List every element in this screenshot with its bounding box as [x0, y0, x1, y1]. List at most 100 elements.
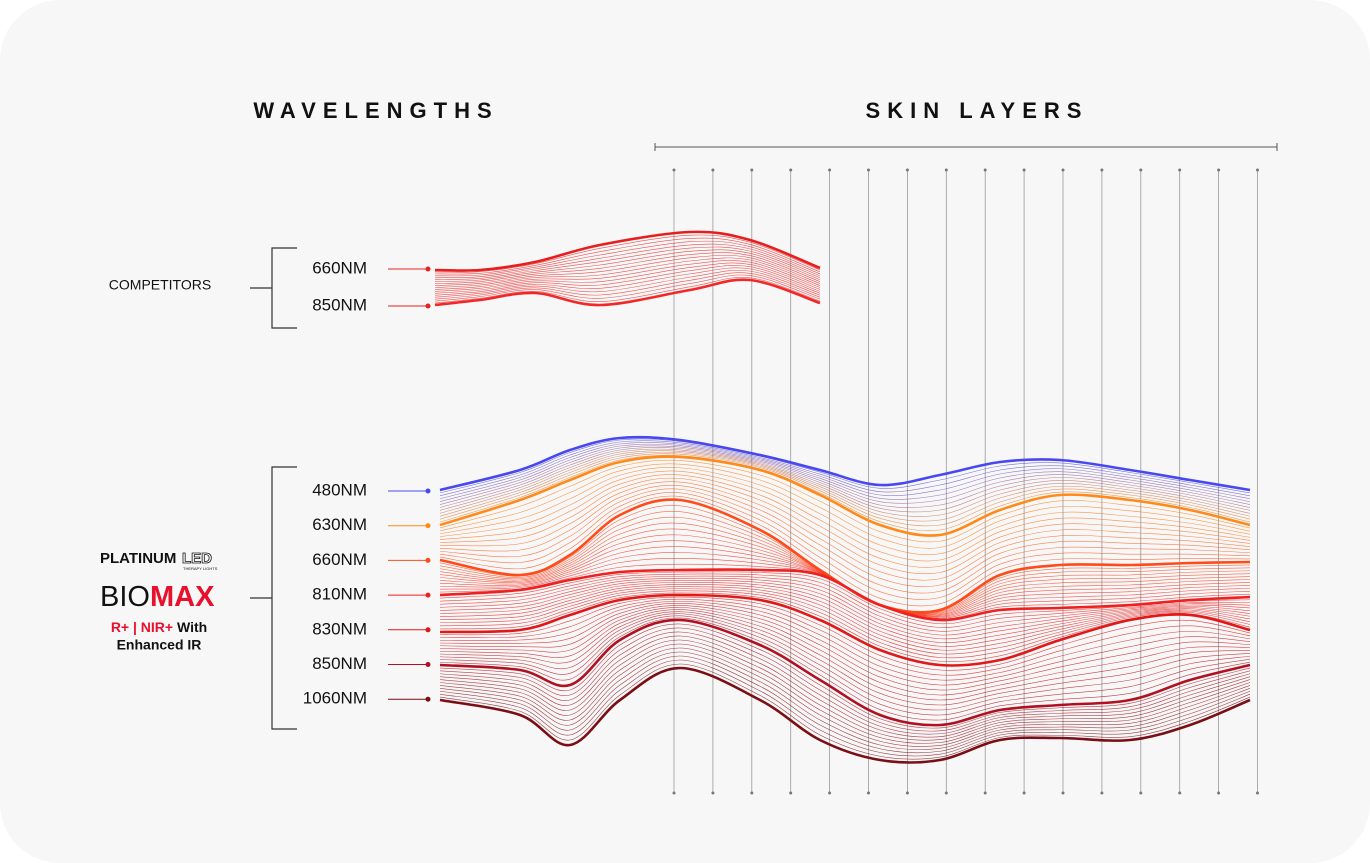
wave-line — [434, 269, 821, 298]
product-a: BIO — [100, 581, 150, 613]
wave-line — [439, 596, 1251, 671]
wave-curve — [434, 278, 821, 307]
wave-line — [439, 647, 1251, 747]
wave-line — [439, 609, 1251, 701]
wave-line — [434, 265, 821, 294]
layer-dot — [711, 168, 715, 172]
wave-line — [434, 262, 821, 292]
wave-line — [439, 655, 1251, 754]
layer-dot — [983, 168, 987, 172]
wavelength-label: 480NM — [312, 480, 367, 499]
features-b: With — [177, 619, 207, 635]
layer-dot — [1217, 168, 1221, 172]
wave-curve — [439, 593, 1251, 667]
wave-curve — [439, 618, 1251, 727]
layer-dot — [1100, 791, 1104, 795]
wavelength-label: 660NM — [312, 550, 367, 569]
brand-mark: LED — [182, 550, 212, 567]
wavelength-dot — [425, 303, 431, 309]
wave-line — [439, 635, 1251, 738]
wave-line — [434, 267, 821, 296]
wave-line — [439, 571, 1251, 625]
wave-line — [434, 237, 821, 275]
wave-line — [439, 605, 1251, 691]
wave-curve — [439, 435, 1251, 492]
wave-line — [439, 639, 1251, 741]
wave-line — [439, 445, 1251, 505]
wave-line — [439, 584, 1251, 647]
wavelength-dot — [425, 488, 431, 494]
wavelength-label: 1060NM — [303, 689, 367, 708]
wave-line — [439, 495, 1251, 607]
wave-line — [439, 623, 1251, 729]
wavelength-dot — [425, 592, 431, 598]
layer-dot — [1100, 168, 1104, 172]
wavelength-dot — [425, 662, 431, 667]
wave-line — [434, 240, 821, 277]
wave-line — [439, 470, 1251, 562]
layer-dot — [789, 791, 793, 795]
wave-line — [439, 459, 1251, 543]
wave-line — [434, 257, 821, 288]
wave-line — [439, 588, 1251, 655]
wave-line — [439, 611, 1251, 706]
wave-line — [439, 643, 1251, 744]
wave-line — [439, 492, 1251, 600]
wave-line — [439, 607, 1251, 696]
wave-line — [439, 447, 1251, 508]
wave-line — [439, 438, 1251, 494]
wavelengths-heading: WAVELENGTHS — [253, 98, 498, 123]
wave-line — [439, 463, 1251, 549]
layer-dot — [944, 168, 948, 172]
wavelength-dot — [425, 627, 431, 633]
layer-dot — [905, 168, 909, 172]
layer-dot — [750, 168, 754, 172]
wave-line — [434, 260, 821, 290]
wave-line — [439, 627, 1251, 732]
wave-line — [439, 451, 1251, 522]
wave-line — [434, 252, 821, 284]
layer-dot — [1061, 168, 1065, 172]
wave-line — [434, 277, 821, 304]
wave-line — [439, 651, 1251, 750]
wave-line — [439, 663, 1251, 760]
competitor-waves — [434, 230, 821, 307]
product-b: MAX — [150, 581, 215, 613]
wave-curve — [439, 666, 1251, 764]
wave-line — [439, 600, 1251, 681]
layer-dot — [1256, 791, 1259, 795]
wave-line — [434, 246, 821, 281]
layer-dot — [1256, 168, 1259, 172]
layer-dot — [944, 791, 948, 795]
wave-line — [439, 586, 1251, 651]
wave-line — [439, 467, 1251, 555]
wave-line — [439, 592, 1251, 662]
wavelength-label: 850NM — [312, 295, 367, 314]
layer-dot — [672, 168, 676, 172]
layer-dot — [983, 791, 987, 795]
layer-dot — [1022, 168, 1026, 172]
wavelength-dot — [425, 523, 431, 529]
wave-line — [439, 582, 1251, 643]
wavelength-label: 630NM — [312, 515, 367, 534]
wave-line — [439, 450, 1251, 517]
layer-dot — [828, 168, 832, 172]
wave-line — [434, 254, 821, 286]
layer-dot — [1139, 168, 1143, 172]
layer-dot — [828, 791, 832, 795]
wave-line — [439, 603, 1251, 686]
wavelength-dot — [425, 696, 431, 702]
wave-line — [439, 580, 1251, 640]
brand: PLATINUM — [100, 550, 176, 567]
wave-line — [439, 477, 1251, 575]
wave-line — [439, 442, 1251, 500]
layer-dot — [789, 168, 793, 172]
product-a: BIOMAX — [100, 581, 215, 613]
layer-dot — [672, 791, 676, 795]
wave-line — [434, 243, 821, 279]
wave-line — [439, 573, 1251, 628]
wave-line — [439, 453, 1251, 527]
wave-line — [439, 448, 1251, 513]
